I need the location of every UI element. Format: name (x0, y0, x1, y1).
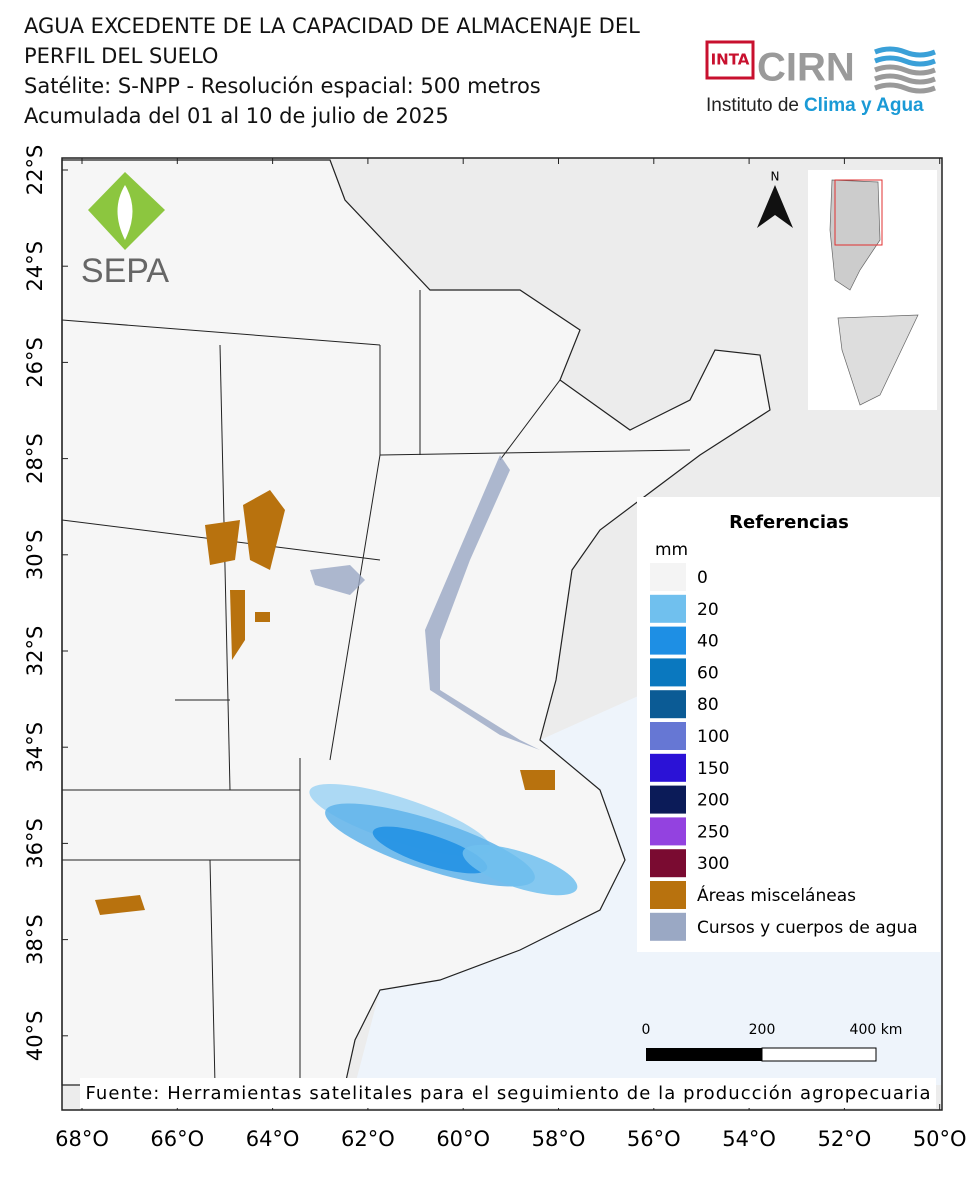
lon-label: 52°O (818, 1127, 872, 1151)
wave (874, 64, 936, 76)
lat-label: 24°S (23, 241, 47, 292)
wave (874, 73, 936, 85)
institute: Instituto de Clima y Agua (706, 95, 924, 116)
lat-label: 40°S (23, 1011, 47, 1062)
wave (874, 46, 936, 58)
inta-logo: INTA (711, 51, 750, 69)
lon-label: 68°O (55, 1127, 109, 1151)
lon-label: 56°O (627, 1127, 681, 1151)
province-border (209, 859, 216, 1086)
province-border (61, 319, 381, 346)
misc-area (255, 612, 270, 622)
title-line: Satélite: S-NPP - Resolución espacial: 5… (24, 74, 541, 98)
legend-swatch (650, 658, 686, 687)
legend-label: 250 (697, 822, 729, 842)
legend-label: 0 (697, 568, 708, 588)
title-line: Acumulada del 01 al 10 de julio de 2025 (24, 104, 449, 128)
inset-argentina (829, 179, 881, 291)
legend-swatch (650, 563, 686, 591)
inset-extent (834, 179, 883, 246)
lat-label: 28°S (23, 433, 47, 484)
legend-label: 300 (697, 854, 729, 874)
map-frame (61, 157, 943, 1111)
lat-label: 32°S (23, 626, 47, 677)
province-border (499, 379, 561, 461)
legend-box (637, 497, 940, 952)
legend-unit: mm (655, 540, 688, 560)
inset-antarctica (837, 314, 919, 406)
province-border (329, 454, 381, 761)
cirn-logo: CIRN (757, 46, 855, 90)
water-body (310, 565, 365, 595)
legend-swatch (650, 594, 686, 623)
lat-label: 38°S (23, 914, 47, 965)
water-body (425, 455, 540, 750)
scale-label: 400 km (850, 1022, 903, 1038)
legend-swatch (650, 912, 686, 941)
legend-label: 20 (697, 600, 719, 620)
scale-label: 0 (642, 1022, 651, 1038)
wave (874, 82, 936, 94)
wave (874, 55, 936, 67)
inta-box (705, 40, 755, 80)
legend-label: 80 (697, 695, 719, 715)
legend-swatch (650, 722, 686, 750)
legend-swatch (650, 849, 686, 878)
sepa-leaf-inner (117, 185, 133, 240)
source: Fuente: Herramientas satelitales para el… (86, 1083, 931, 1104)
legend-label: 40 (697, 632, 719, 652)
scale-white (761, 1047, 877, 1062)
province-border (219, 344, 231, 791)
lat-label: 30°S (23, 530, 47, 581)
legend-label: 60 (697, 663, 719, 683)
lon-label: 58°O (532, 1127, 586, 1151)
province-border (379, 449, 691, 456)
scale-label: 200 (749, 1022, 776, 1038)
misc-area (520, 770, 555, 790)
excess-water (372, 826, 488, 874)
scale-black (646, 1048, 762, 1061)
institute-highlight: Clima y Agua (804, 95, 924, 116)
institute-text: Instituto de (706, 95, 799, 116)
legend-label: 100 (697, 727, 729, 747)
sepa-logo: SEPA (81, 252, 170, 290)
lat-label: 22°S (23, 145, 47, 196)
lon-label: 62°O (341, 1127, 395, 1151)
misc-area (205, 520, 240, 565)
title-line: AGUA EXCEDENTE DE LA CAPACIDAD DE ALMACE… (24, 14, 640, 38)
lon-label: 60°O (436, 1127, 490, 1151)
lon-label: 66°O (150, 1127, 204, 1151)
legend-swatch (650, 785, 686, 814)
misc-area (95, 895, 145, 915)
lon-label: 54°O (722, 1127, 776, 1151)
lat-label: 34°S (23, 722, 47, 773)
lat-label: 36°S (23, 818, 47, 869)
legend-label: Cursos y cuerpos de agua (697, 918, 918, 938)
argentina (61, 159, 771, 1086)
title-line: PERFIL DEL SUELO (24, 44, 218, 68)
legend-label: 200 (697, 791, 729, 811)
source-box (80, 1078, 936, 1108)
misc-area (230, 590, 245, 660)
legend-label: 150 (697, 759, 729, 779)
legend-swatch (650, 817, 686, 846)
legend-title: Referencias (729, 512, 849, 533)
legend-swatch (650, 881, 686, 909)
legend-swatch (650, 690, 686, 719)
legend-swatch (650, 753, 686, 782)
lon-label: 64°O (246, 1127, 300, 1151)
misc-area (243, 490, 285, 570)
north-label: N (771, 170, 780, 184)
lat-label: 26°S (23, 337, 47, 388)
north-arrow (757, 185, 793, 228)
legend-swatch (650, 626, 686, 655)
legend-label: Áreas misceláneas (697, 884, 856, 906)
excess-water (462, 844, 578, 896)
lon-label: 50°O (913, 1127, 967, 1151)
